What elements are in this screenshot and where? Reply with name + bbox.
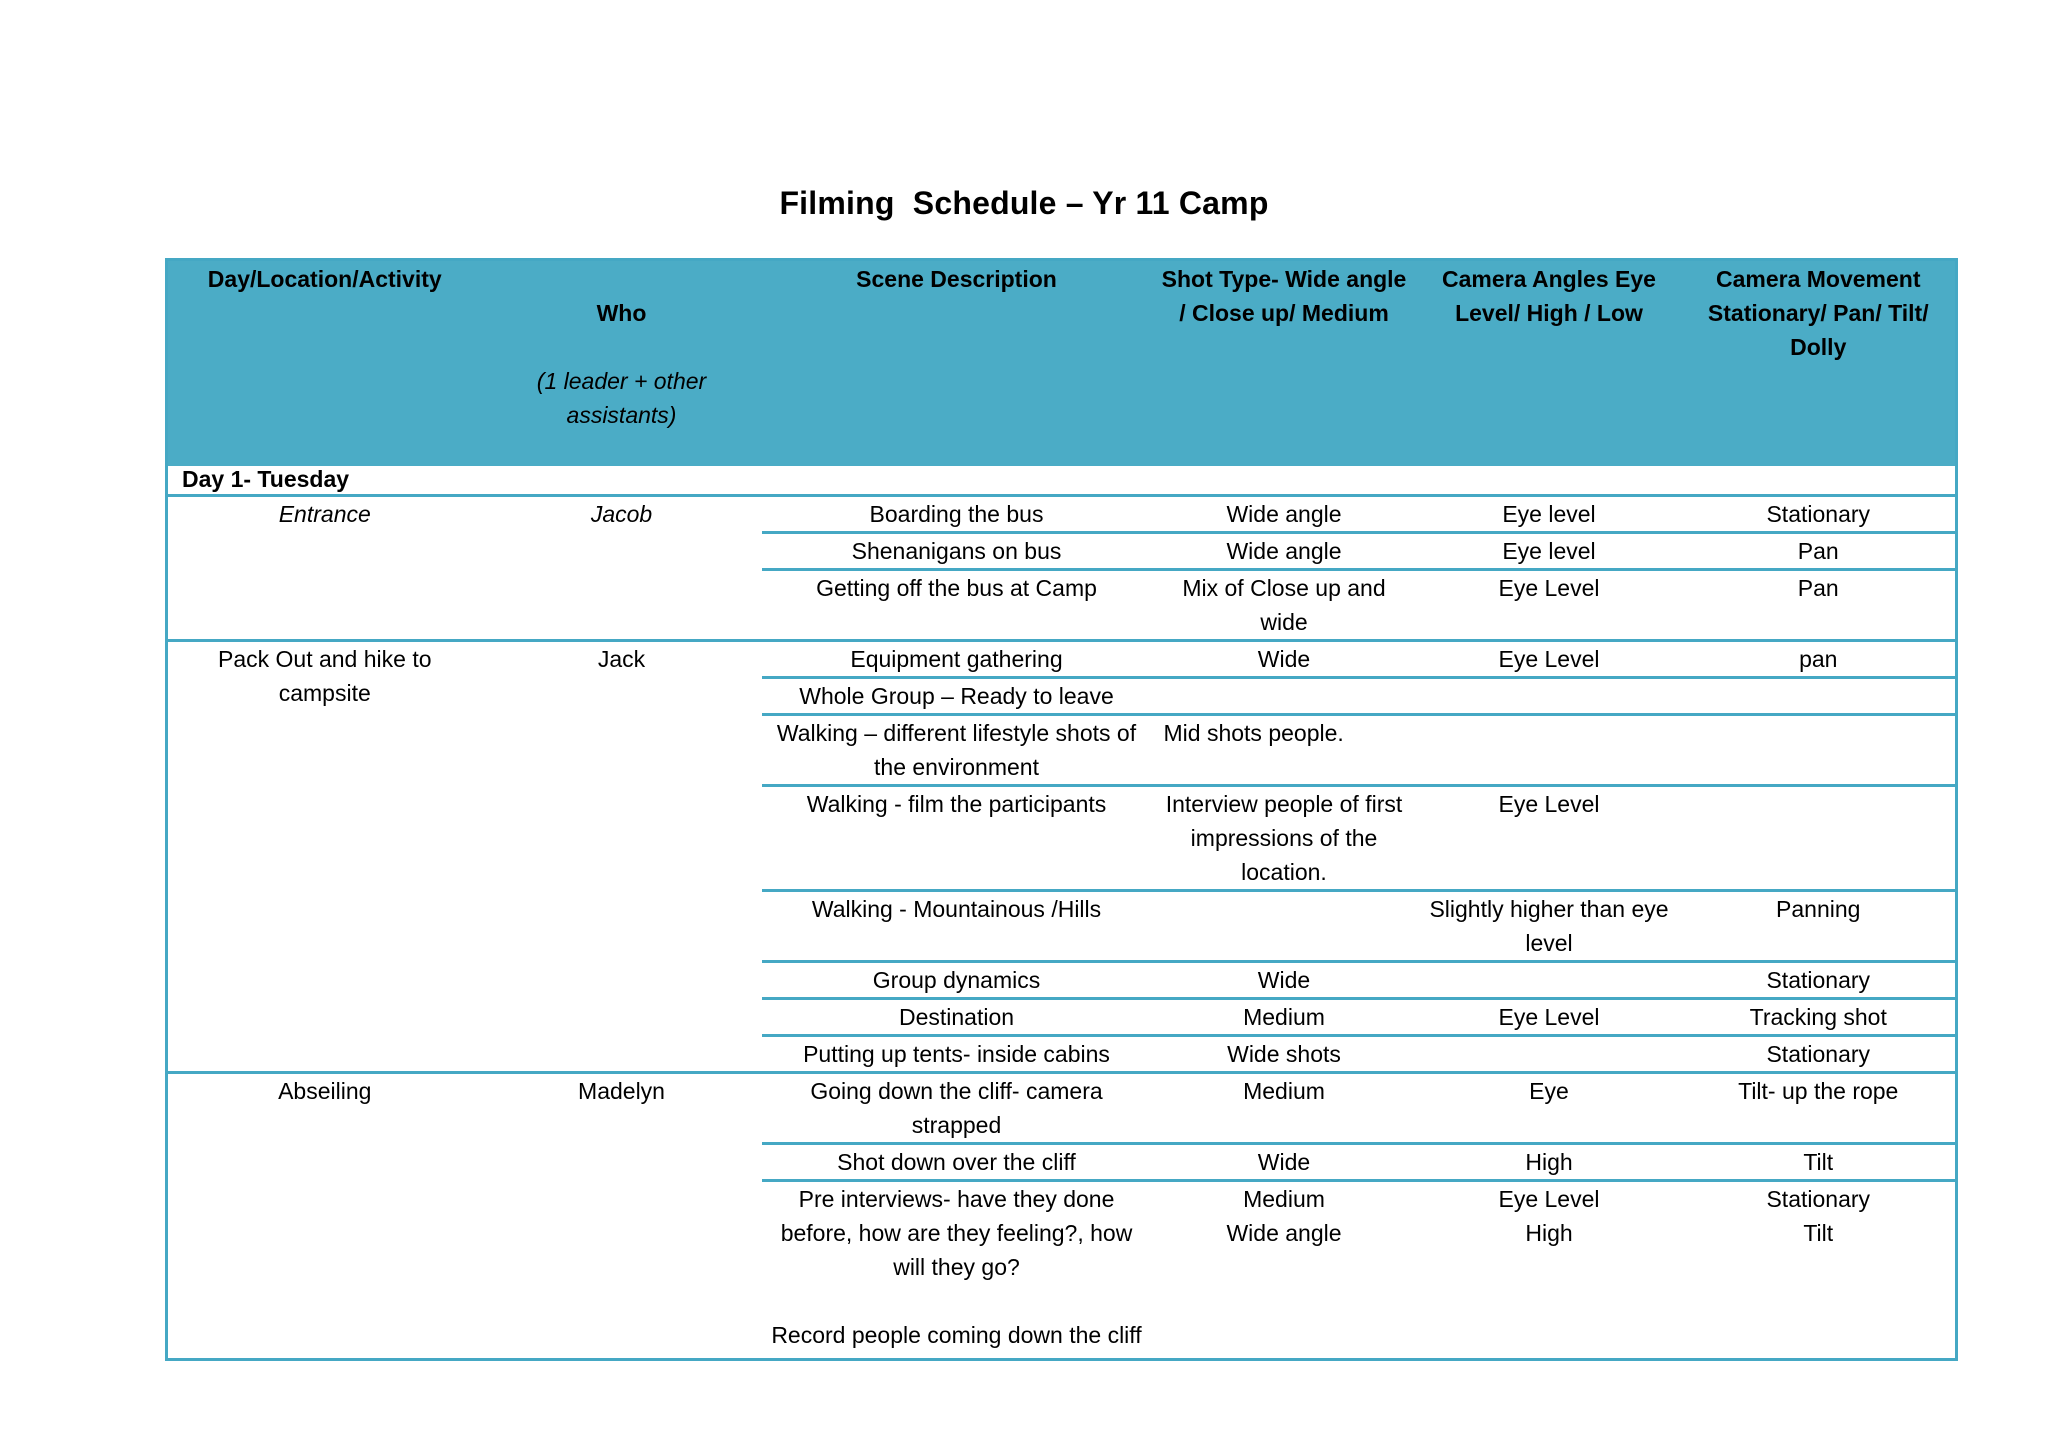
movement-cell: Stationary <box>1681 494 1957 534</box>
table-row: Shot down over the cliff Wide High Tilt <box>167 1142 1957 1182</box>
shot-cell: Mix of Close up and wide <box>1151 568 1417 642</box>
movement-cell: Pan <box>1681 531 1957 571</box>
movement-cell: Stationary Tilt <box>1681 1179 1957 1361</box>
scene-cell: Shenanigans on bus <box>761 531 1152 571</box>
scene-cell: Getting off the bus at Camp <box>761 568 1152 642</box>
shot-cell: Wide angle <box>1151 494 1417 534</box>
column-header-camera-angles: Camera Angles Eye Level/ High / Low <box>1416 259 1682 466</box>
movement-cell: Panning <box>1681 889 1957 963</box>
table-row: Pack Out and hike to campsite Jack Equip… <box>166 639 1957 1074</box>
day-banner: Day 1- Tuesday <box>166 466 1957 497</box>
shot-cell: Wide <box>1151 639 1417 679</box>
shot-cell: Wide shots <box>1151 1034 1417 1074</box>
column-header-shot-type: Shot Type- Wide angle / Close up/ Medium <box>1151 259 1417 466</box>
angle-cell: Eye Level <box>1416 784 1682 892</box>
angle-cell: Slightly higher than eye level <box>1416 889 1682 963</box>
movement-cell: Tilt- up the rope <box>1681 1071 1957 1145</box>
shot-cell: Mid shots people. <box>1151 713 1417 787</box>
scene-cell: Group dynamics <box>761 960 1152 1000</box>
scene-cell: Walking – different lifestyle shots of t… <box>761 713 1152 787</box>
angle-cell: Eye Level High <box>1416 1179 1682 1361</box>
table-row: Walking - Mountainous /Hills Slightly hi… <box>167 889 1957 963</box>
table-row: Abseiling Madelyn Going down the cliff- … <box>166 1071 1957 1361</box>
scene-cell: Walking - film the participants <box>761 784 1152 892</box>
movement-cell: Tracking shot <box>1681 997 1957 1037</box>
table-row: Walking – different lifestyle shots of t… <box>167 713 1957 787</box>
who-cell: Madelyn <box>481 1071 762 1361</box>
table-row: Whole Group – Ready to leave <box>167 676 1957 716</box>
table-row: Getting off the bus at Camp Mix of Close… <box>167 568 1957 642</box>
table-row: Group dynamics Wide Stationary <box>167 960 1957 1000</box>
filming-schedule-table: Day/Location/Activity Who (1 leader + ot… <box>165 258 1958 1361</box>
angle-cell: Eye Level <box>1416 568 1682 642</box>
angle-cell <box>1416 960 1682 1000</box>
angle-cell: High <box>1416 1142 1682 1182</box>
movement-cell <box>1681 713 1957 787</box>
angle-cell: Eye Level <box>1416 997 1682 1037</box>
location-cell: Entrance <box>166 494 482 642</box>
shot-cell <box>1151 676 1417 716</box>
angle-cell <box>1416 713 1682 787</box>
location-cell: Abseiling <box>166 1071 482 1361</box>
page: Filming Schedule – Yr 11 Camp Day/Locati… <box>165 185 1958 1361</box>
column-header-scene-description: Scene Description <box>761 259 1152 466</box>
angle-cell: Eye Level <box>1416 639 1682 679</box>
scene-cell: Going down the cliff- camera strapped <box>761 1071 1152 1145</box>
movement-cell <box>1681 784 1957 892</box>
movement-cell <box>1681 676 1957 716</box>
day-banner-row: Day 1- Tuesday <box>166 466 1957 497</box>
movement-cell: Stationary <box>1681 1034 1957 1074</box>
movement-cell: Pan <box>1681 568 1957 642</box>
scene-cell: Whole Group – Ready to leave <box>761 676 1152 716</box>
who-cell: Jacob <box>481 494 762 642</box>
angle-cell <box>1416 1034 1682 1074</box>
header-row: Day/Location/Activity Who (1 leader + ot… <box>166 259 1957 466</box>
shot-cell <box>1151 889 1417 963</box>
angle-cell: Eye <box>1416 1071 1682 1145</box>
table-row: Walking - film the participants Intervie… <box>167 784 1957 892</box>
who-header-label: Who <box>596 300 647 326</box>
who-header-subtitle: (1 leader + other assistants) <box>536 368 707 428</box>
movement-cell: Tilt <box>1681 1142 1957 1182</box>
table-row: Entrance Jacob Boarding the bus Wide ang… <box>166 494 1957 642</box>
column-header-day-location-activity: Day/Location/Activity <box>166 259 482 466</box>
scene-cell: Boarding the bus <box>761 494 1152 534</box>
shot-cell: Medium <box>1151 997 1417 1037</box>
movement-cell: pan <box>1681 639 1957 679</box>
page-title: Filming Schedule – Yr 11 Camp <box>779 185 1269 221</box>
scene-cell: Putting up tents- inside cabins <box>761 1034 1152 1074</box>
scene-cell: Walking - Mountainous /Hills <box>761 889 1152 963</box>
scene-cell: Shot down over the cliff <box>761 1142 1152 1182</box>
location-cell: Pack Out and hike to campsite <box>166 639 482 1074</box>
who-cell: Jack <box>481 639 762 1074</box>
angle-cell: Eye level <box>1416 531 1682 571</box>
table-row: Destination Medium Eye Level Tracking sh… <box>167 997 1957 1037</box>
shot-cell: Wide <box>1151 960 1417 1000</box>
column-header-camera-movement: Camera Movement Stationary/ Pan/ Tilt/ D… <box>1681 259 1957 466</box>
scene-cell: Destination <box>761 997 1152 1037</box>
column-header-who: Who (1 leader + other assistants) <box>481 259 762 466</box>
shot-cell: Interview people of first impressions of… <box>1151 784 1417 892</box>
shot-cell: Medium <box>1151 1071 1417 1145</box>
scene-cell: Equipment gathering <box>761 639 1152 679</box>
movement-cell: Stationary <box>1681 960 1957 1000</box>
shot-cell: Medium Wide angle <box>1151 1179 1417 1361</box>
table-row: Pre interviews- have they done before, h… <box>167 1179 1957 1361</box>
table-row: Putting up tents- inside cabins Wide sho… <box>167 1034 1957 1074</box>
shot-cell: Wide angle <box>1151 531 1417 571</box>
table-row: Shenanigans on bus Wide angle Eye level … <box>167 531 1957 571</box>
shot-cell: Wide <box>1151 1142 1417 1182</box>
angle-cell <box>1416 676 1682 716</box>
scene-cell: Pre interviews- have they done before, h… <box>761 1179 1152 1361</box>
angle-cell: Eye level <box>1416 494 1682 534</box>
